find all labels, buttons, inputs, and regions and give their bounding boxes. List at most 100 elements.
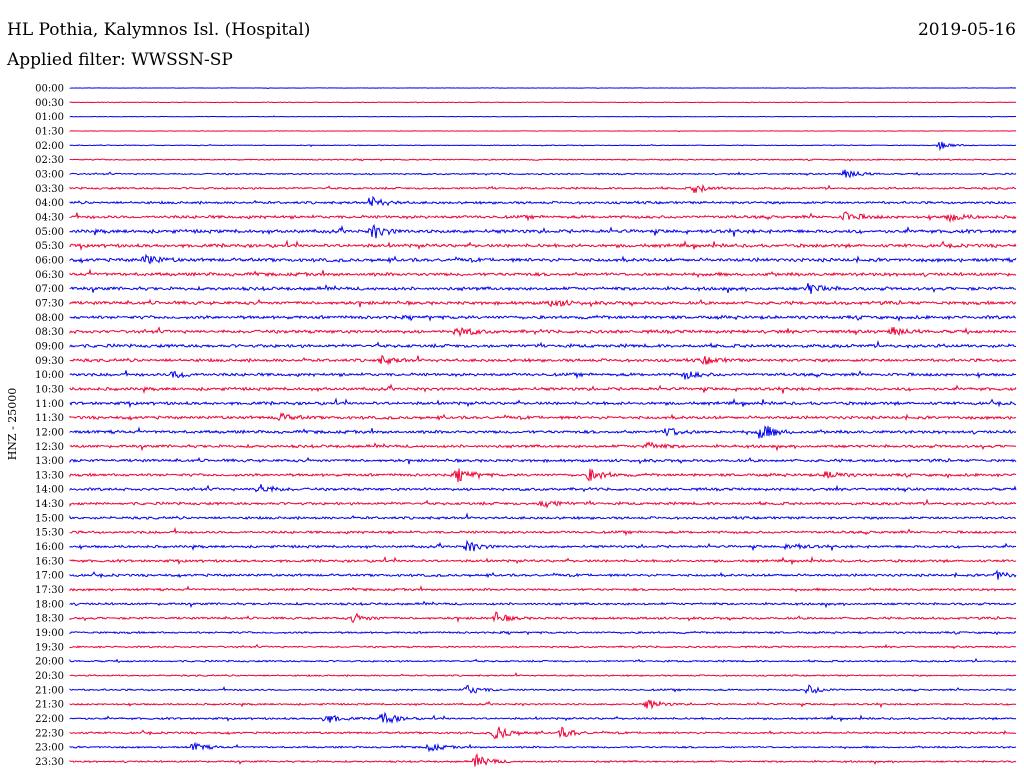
trace-2300 [69, 741, 1017, 753]
trace-0300 [69, 169, 1017, 179]
row-label-2100: 21:00 [35, 685, 64, 696]
trace-1400 [69, 484, 1017, 493]
row-label-1230: 12:30 [35, 442, 64, 453]
row-label-1200: 12:00 [35, 427, 64, 438]
trace-0200 [69, 141, 1017, 152]
row-label-1700: 17:00 [35, 571, 64, 582]
row-label-0730: 07:30 [35, 298, 64, 309]
row-label-1530: 15:30 [35, 528, 64, 539]
trace-1100 [69, 397, 1017, 409]
trace-0500 [69, 223, 1017, 239]
trace-0000 [69, 87, 1017, 90]
trace-0730 [69, 298, 1017, 308]
trace-0230 [69, 158, 1017, 162]
row-label-0230: 02:30 [35, 155, 64, 166]
trace-1530 [69, 526, 1017, 537]
trace-0330 [69, 183, 1017, 194]
trace-1800 [69, 600, 1017, 609]
row-label-1030: 10:30 [35, 384, 64, 395]
trace-2330 [69, 753, 1017, 767]
row-labels-group: 00:00 00:30 01:00 01:30 02:00 02:30 03:00 03:30… [35, 84, 64, 769]
row-label-0930: 09:30 [35, 356, 64, 367]
trace-1200 [69, 425, 1017, 439]
trace-0030 [69, 101, 1017, 104]
trace-1430 [69, 498, 1017, 509]
row-label-1130: 11:30 [35, 413, 64, 424]
row-label-2030: 20:30 [35, 671, 64, 682]
row-label-1930: 19:30 [35, 642, 64, 653]
trace-0100 [69, 115, 1017, 118]
row-label-0130: 01:30 [35, 126, 64, 137]
row-label-0600: 06:00 [35, 255, 64, 266]
row-label-0000: 00:00 [35, 84, 64, 95]
row-label-2200: 22:00 [35, 714, 64, 725]
row-label-1630: 16:30 [35, 556, 64, 567]
row-label-0030: 00:30 [35, 98, 64, 109]
row-label-1330: 13:30 [35, 470, 64, 481]
row-label-1300: 13:00 [35, 456, 64, 467]
trace-2030 [69, 672, 1017, 678]
row-label-1830: 18:30 [35, 614, 64, 625]
row-label-2300: 23:00 [35, 743, 64, 754]
filter-label: Applied filter: WWSSN-SP [7, 50, 233, 70]
row-label-0630: 06:30 [35, 270, 64, 281]
trace-2230 [69, 726, 1017, 740]
row-label-2130: 21:30 [35, 700, 64, 711]
row-label-0100: 01:00 [35, 112, 64, 123]
trace-1730 [69, 585, 1017, 593]
trace-1630 [69, 555, 1017, 566]
trace-1700 [69, 569, 1017, 580]
trace-1300 [69, 456, 1017, 465]
trace-0600 [69, 253, 1017, 265]
trace-1600 [69, 539, 1017, 552]
trace-0700 [69, 282, 1017, 294]
row-label-1900: 19:00 [35, 628, 64, 639]
row-label-0430: 04:30 [35, 212, 64, 223]
trace-0830 [69, 326, 1017, 338]
trace-1030 [69, 383, 1017, 395]
trace-2200 [69, 711, 1017, 724]
row-label-0800: 08:00 [35, 313, 64, 324]
row-label-1430: 14:30 [35, 499, 64, 510]
row-label-0300: 03:00 [35, 169, 64, 180]
row-label-0500: 05:00 [35, 227, 64, 238]
row-label-1500: 15:00 [35, 513, 64, 524]
row-label-0530: 05:30 [35, 241, 64, 252]
trace-0930 [69, 354, 1017, 366]
row-label-1600: 16:00 [35, 542, 64, 553]
row-label-1100: 11:00 [35, 399, 64, 410]
traces-group [69, 87, 1017, 767]
trace-0900 [69, 339, 1017, 349]
row-label-1730: 17:30 [35, 585, 64, 596]
trace-0130 [69, 129, 1017, 133]
trace-1830 [69, 611, 1017, 624]
trace-0430 [69, 211, 1017, 224]
trace-0530 [69, 239, 1017, 252]
trace-2130 [69, 699, 1017, 710]
trace-1930 [69, 643, 1017, 650]
date-label: 2019-05-16 [917, 20, 1016, 40]
station-title: HL Pothia, Kalymnos Isl. (Hospital) [7, 20, 311, 40]
row-label-1400: 14:00 [35, 485, 64, 496]
row-label-2230: 22:30 [35, 728, 64, 739]
trace-2000 [69, 657, 1017, 664]
trace-1000 [69, 370, 1017, 380]
trace-0400 [69, 195, 1017, 207]
row-label-1000: 10:00 [35, 370, 64, 381]
trace-0800 [69, 314, 1017, 322]
row-label-2000: 20:00 [35, 657, 64, 668]
row-label-0330: 03:30 [35, 184, 64, 195]
trace-1130 [69, 412, 1017, 422]
trace-1900 [69, 630, 1017, 636]
trace-2100 [69, 684, 1017, 695]
row-label-0200: 02:00 [35, 141, 64, 152]
trace-0630 [69, 268, 1017, 279]
row-label-1800: 18:00 [35, 599, 64, 610]
row-label-2330: 23:30 [35, 757, 64, 768]
trace-1500 [69, 512, 1016, 521]
y-axis-label: HNZ - 25000 [6, 388, 19, 461]
trace-1330 [69, 468, 1017, 483]
row-label-0830: 08:30 [35, 327, 64, 338]
row-label-0700: 07:00 [35, 284, 64, 295]
